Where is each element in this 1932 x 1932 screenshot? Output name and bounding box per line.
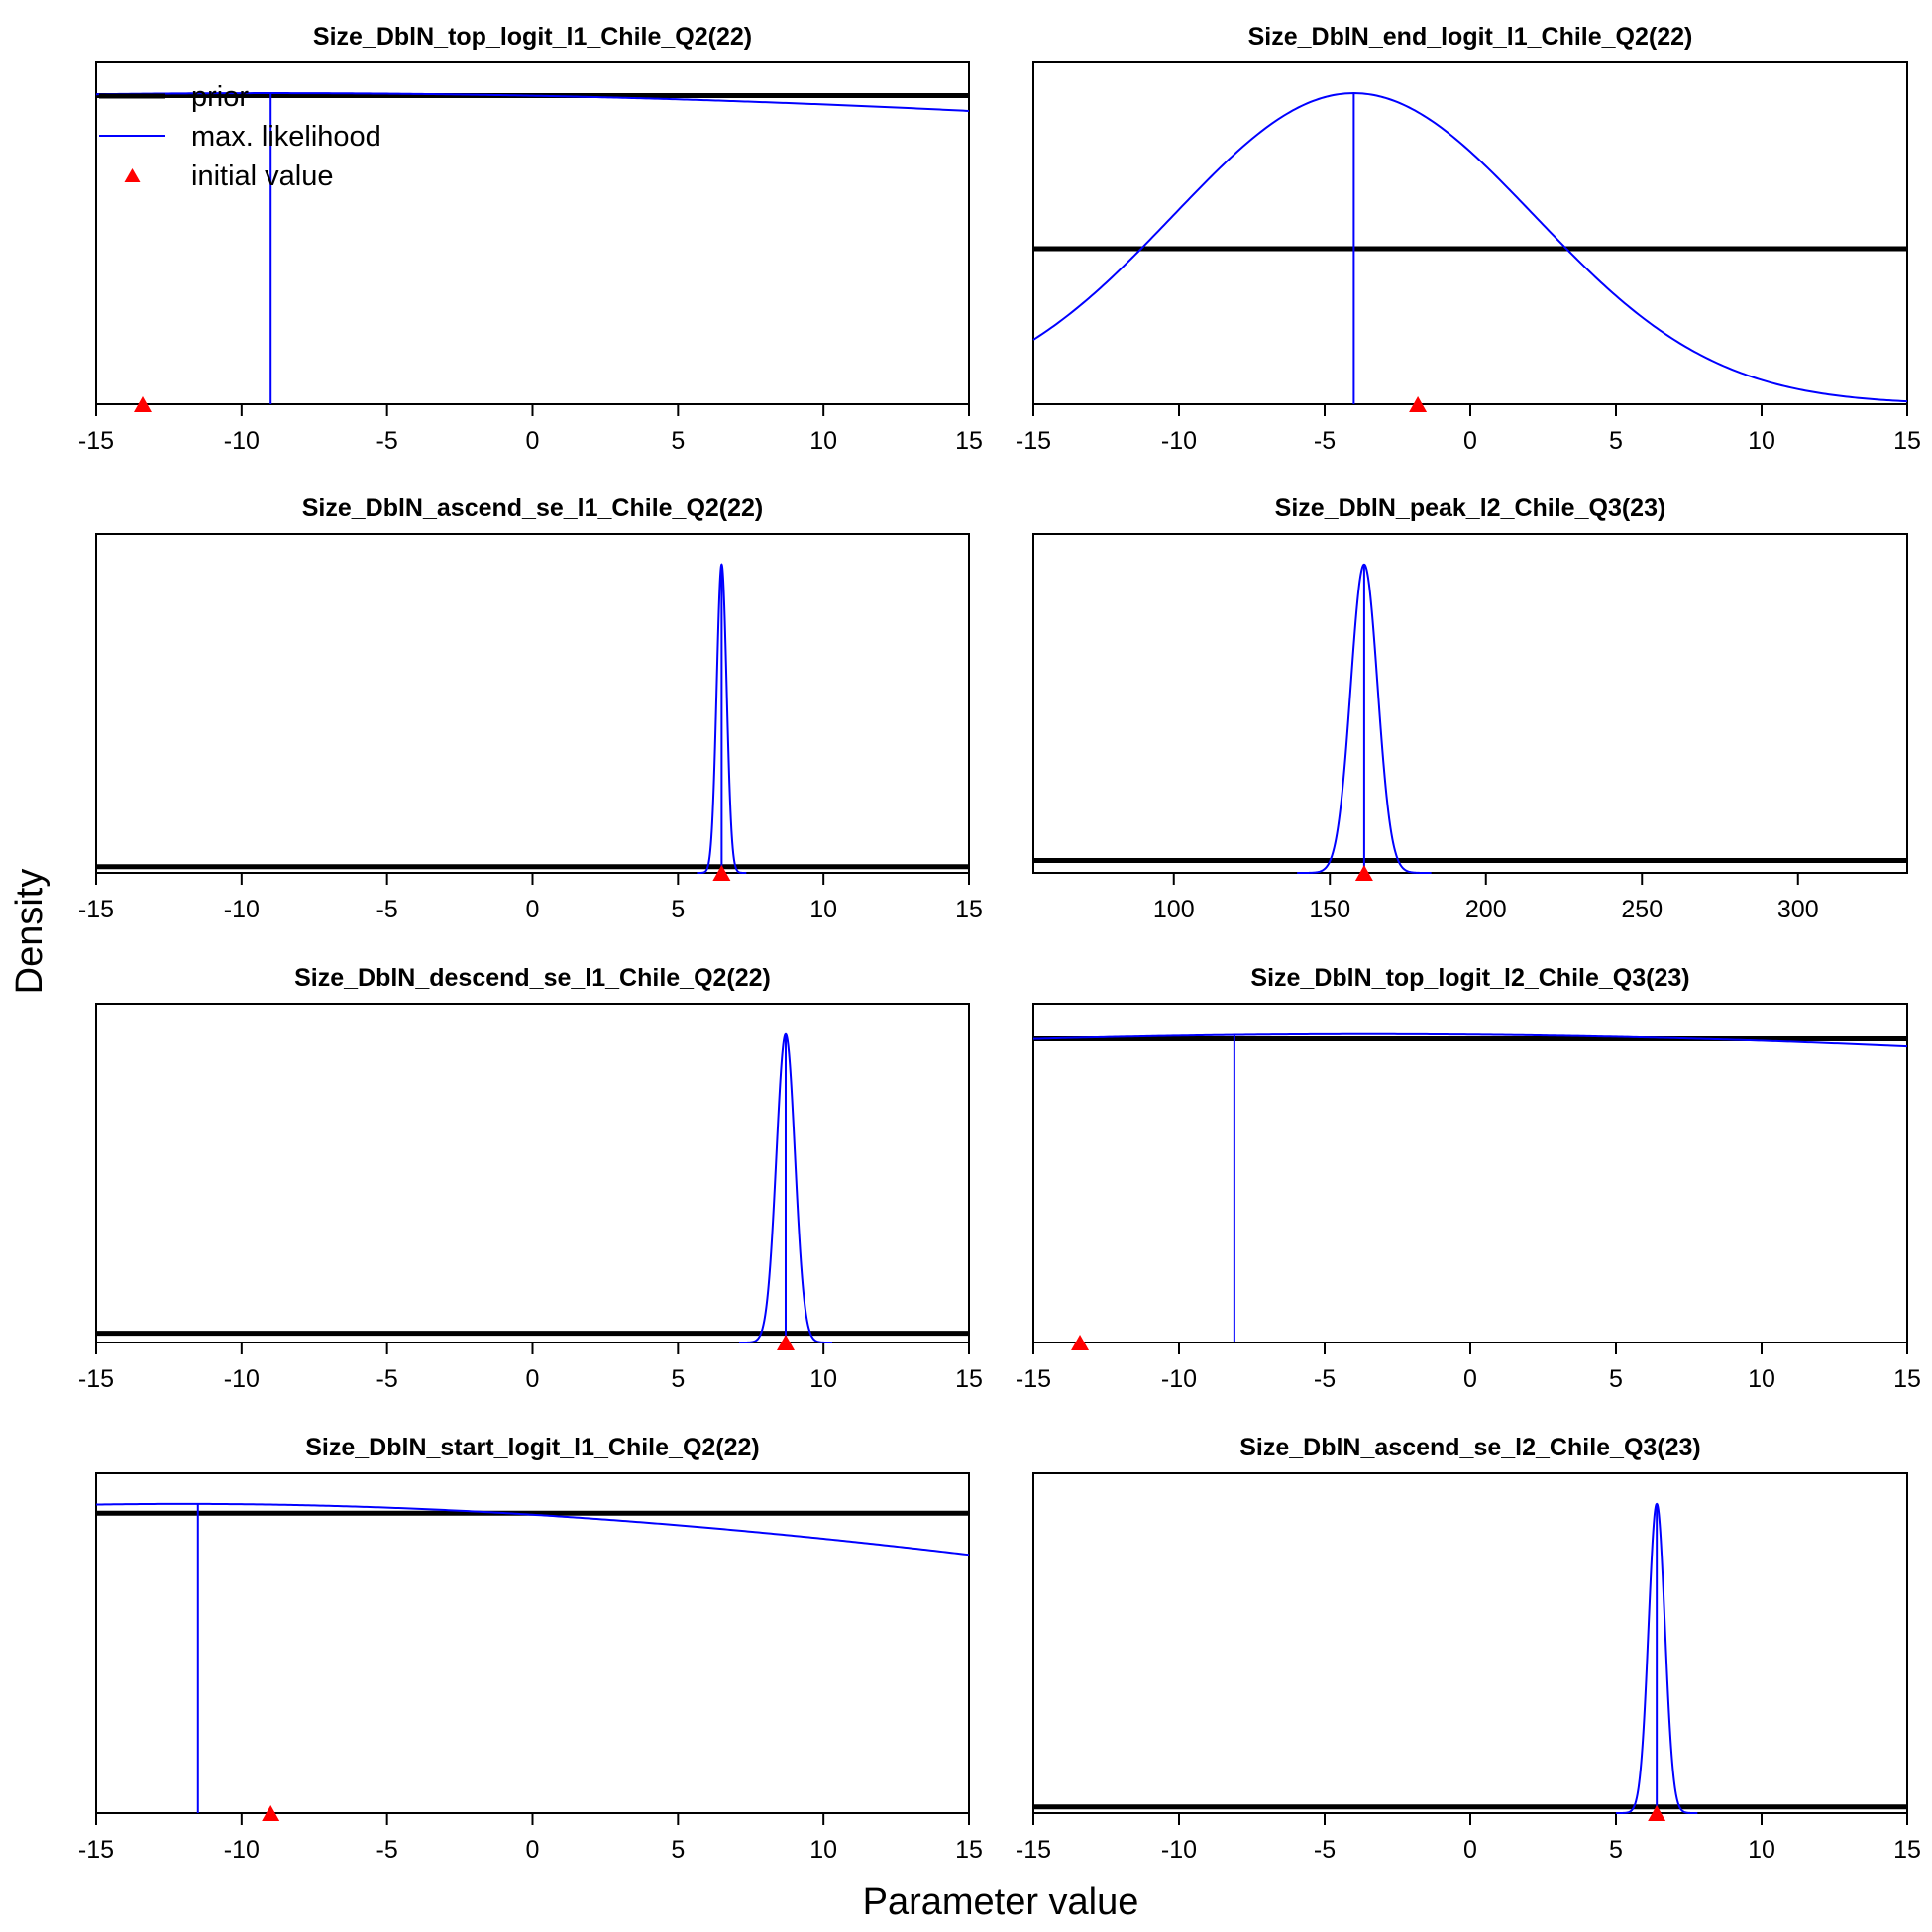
x-tick-label: 15 <box>955 1836 983 1864</box>
x-tick-label: 100 <box>1153 896 1195 923</box>
x-tick-label: -10 <box>1161 1365 1197 1393</box>
x-tick-label: 250 <box>1621 896 1663 923</box>
x-tick-label: -15 <box>1016 1365 1051 1393</box>
x-tick-label: 15 <box>955 427 983 455</box>
x-tick-label: 5 <box>671 1836 685 1864</box>
x-tick-label: 0 <box>526 1365 540 1393</box>
x-tick-label: 10 <box>1748 1365 1775 1393</box>
x-tick-label: -15 <box>78 1365 114 1393</box>
initial-value-marker <box>1354 865 1373 881</box>
x-tick-label: -5 <box>376 427 398 455</box>
x-tick-label: 15 <box>955 896 983 923</box>
x-tick-label: 300 <box>1777 896 1819 923</box>
legend: prior max. likelihood initial value <box>99 81 381 192</box>
x-tick-label: -15 <box>78 1836 114 1864</box>
x-tick-label: 10 <box>809 427 837 455</box>
panel-title: Size_DblN_top_logit_l1_Chile_Q2(22) <box>313 23 752 51</box>
initial-value-marker <box>1648 1805 1666 1821</box>
initial-value-marker <box>133 396 152 412</box>
x-tick-label: 10 <box>1748 1836 1775 1864</box>
panel-3: Size_DblN_ascend_se_l1_Chile_Q2(22) -15 -1… <box>78 494 983 923</box>
panel-1: Size_DblN_top_logit_l1_Chile_Q2(22) -15 -1… <box>78 23 983 455</box>
x-tick-label: -5 <box>1314 1365 1336 1393</box>
plot-frame <box>1032 61 1908 405</box>
panel-title: Size_DblN_start_logit_l1_Chile_Q2(22) <box>305 1434 760 1461</box>
x-tick-label: 0 <box>526 427 540 455</box>
x-tick-label: 5 <box>671 1365 685 1393</box>
x-tick-label: 0 <box>1463 1836 1477 1864</box>
x-tick-label: 15 <box>955 1365 983 1393</box>
x-tick-label: 0 <box>526 1836 540 1864</box>
plot-frame <box>1032 1003 1908 1343</box>
x-tick-label: 0 <box>1463 1365 1477 1393</box>
x-tick-label: -5 <box>376 1836 398 1864</box>
x-tick-label: 10 <box>809 1836 837 1864</box>
panel-8: Size_DblN_ascend_se_l2_Chile_Q3(23) -15 -1… <box>1016 1434 1921 1864</box>
panel-2: Size_DblN_end_logit_l1_Chile_Q2(22) -15 -1… <box>1016 23 1921 455</box>
x-tick-label: 15 <box>1893 1365 1921 1393</box>
x-tick-label: 5 <box>1609 427 1623 455</box>
x-tick-label: -5 <box>376 1365 398 1393</box>
x-tick-label: 150 <box>1309 896 1350 923</box>
x-tick-label: 5 <box>1609 1365 1623 1393</box>
legend-label: prior <box>191 81 249 113</box>
x-tick-label: -10 <box>224 1365 260 1393</box>
plot-frame <box>95 61 970 405</box>
x-tick-label: 200 <box>1465 896 1507 923</box>
x-tick-label: -15 <box>78 427 114 455</box>
plot-frame <box>95 1472 970 1814</box>
x-tick-label: 10 <box>809 896 837 923</box>
plot-frame <box>95 533 970 874</box>
x-tick-label: 10 <box>1748 427 1775 455</box>
x-tick-label: -10 <box>224 896 260 923</box>
panel-6: Size_DblN_top_logit_l2_Chile_Q3(23) -15 -1… <box>1016 964 1921 1393</box>
legend-label: max. likelihood <box>191 121 381 153</box>
x-tick-label: 0 <box>526 896 540 923</box>
x-tick-label: -10 <box>1161 1836 1197 1864</box>
panel-4: Size_DblN_peak_l2_Chile_Q3(23) 100 150 200 2… <box>1032 494 1908 923</box>
initial-value-marker <box>1071 1335 1090 1350</box>
panel-7: Size_DblN_start_logit_l1_Chile_Q2(22) -15… <box>78 1434 983 1864</box>
plot-frame <box>95 1003 970 1343</box>
likelihood-curve <box>1032 1032 1908 1048</box>
x-tick-label: 15 <box>1893 427 1921 455</box>
x-tick-label: -10 <box>224 1836 260 1864</box>
panel-title: Size_DblN_top_logit_l2_Chile_Q3(23) <box>1250 964 1689 992</box>
initial-value-marker <box>1409 396 1428 412</box>
x-tick-label: -15 <box>1016 1836 1051 1864</box>
x-tick-label: -10 <box>1161 427 1197 455</box>
plot-frame <box>1032 1472 1908 1814</box>
initial-value-marker <box>712 865 731 881</box>
x-tick-label: -5 <box>1314 427 1336 455</box>
panel-title: Size_DblN_end_logit_l1_Chile_Q2(22) <box>1248 23 1693 51</box>
panel-5: Size_DblN_descend_se_l1_Chile_Q2(22) -15 -… <box>78 964 983 1393</box>
panel-title: Size_DblN_descend_se_l1_Chile_Q2(22) <box>294 964 771 992</box>
x-tick-label: 10 <box>809 1365 837 1393</box>
x-tick-label: 15 <box>1893 1836 1921 1864</box>
panel-title: Size_DblN_ascend_se_l2_Chile_Q3(23) <box>1239 1434 1701 1461</box>
panels: Size_DblN_top_logit_l1_Chile_Q2(22) -15 -1… <box>78 23 1921 1864</box>
legend-label: initial value <box>191 161 333 192</box>
initial-value-marker <box>776 1335 795 1350</box>
x-tick-label: -15 <box>1016 427 1051 455</box>
x-tick-label: -5 <box>1314 1836 1336 1864</box>
plot-frame <box>1032 533 1908 874</box>
initial-value-marker <box>262 1805 280 1821</box>
likelihood-curve <box>95 1502 970 1556</box>
likelihood-curve <box>95 92 970 112</box>
likelihood-curve <box>1032 92 1908 403</box>
x-tick-label: -10 <box>224 427 260 455</box>
panel-title: Size_DblN_ascend_se_l1_Chile_Q2(22) <box>302 494 764 522</box>
y-axis-label: Density <box>9 869 51 995</box>
x-tick-label: 5 <box>1609 1836 1623 1864</box>
x-tick-label: 0 <box>1463 427 1477 455</box>
x-tick-label: -5 <box>376 896 398 923</box>
x-axis-label: Parameter value <box>863 1881 1139 1923</box>
x-tick-label: 5 <box>671 896 685 923</box>
x-tick-label: -15 <box>78 896 114 923</box>
x-tick-label: 5 <box>671 427 685 455</box>
legend-swatch <box>124 168 141 182</box>
panel-title: Size_DblN_peak_l2_Chile_Q3(23) <box>1275 494 1666 522</box>
